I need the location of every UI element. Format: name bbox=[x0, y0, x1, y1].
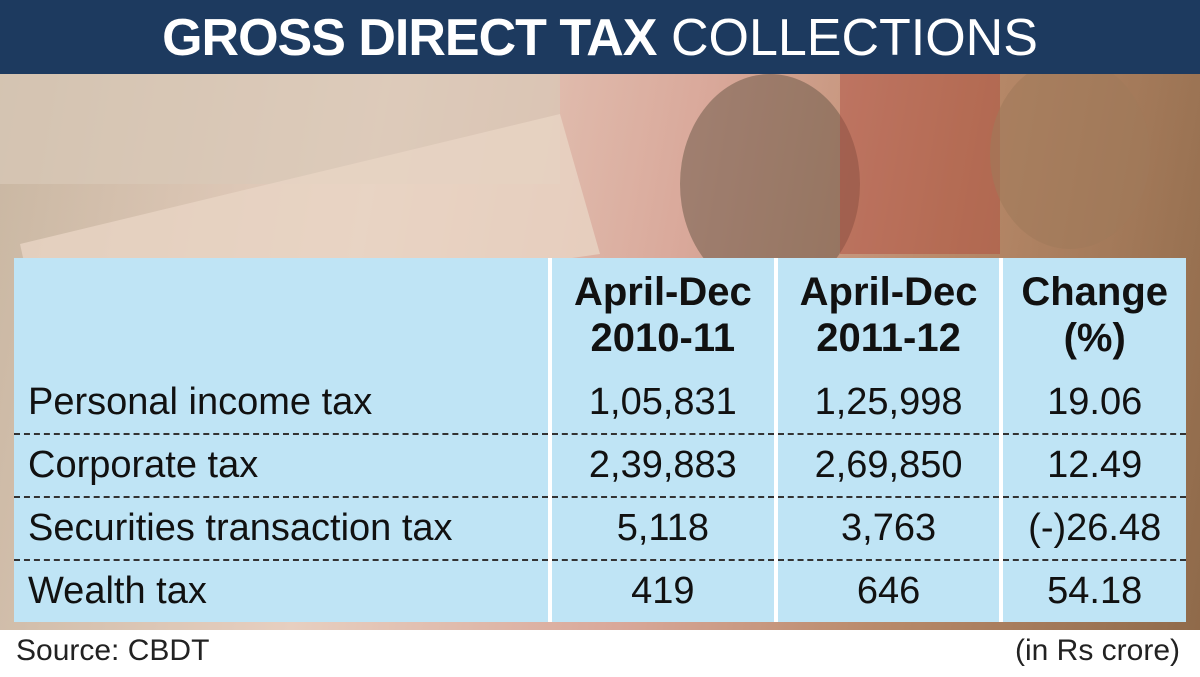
title-bar: GROSS DIRECT TAX COLLECTIONS bbox=[0, 0, 1200, 74]
value-cell: 5,118 bbox=[548, 496, 776, 560]
value-cell: 419 bbox=[548, 559, 776, 622]
title-light: COLLECTIONS bbox=[670, 9, 1038, 67]
value-cell: 3,763 bbox=[773, 496, 1002, 560]
value-cell: 19.06 bbox=[999, 372, 1186, 434]
header-line: Change bbox=[1021, 270, 1169, 314]
tax-table: April-Dec 2010-11 April-Dec 2011-12 Change (%… bbox=[14, 258, 1186, 622]
column-header: Change (%) bbox=[999, 258, 1186, 372]
value-cell: 646 bbox=[773, 559, 1002, 622]
header-line: April-Dec bbox=[573, 270, 752, 314]
header-line: 2010-11 bbox=[590, 316, 736, 360]
table-row: Wealth tax 419 646 54.18 bbox=[14, 559, 1186, 622]
row-label: Wealth tax bbox=[14, 559, 550, 622]
value-cell: 12.49 bbox=[999, 433, 1186, 497]
background-art bbox=[0, 59, 1150, 334]
row-label: Securities transaction tax bbox=[14, 496, 550, 560]
table-row: Securities transaction tax 5,118 3,763 (-)2… bbox=[14, 496, 1186, 560]
value-cell: 1,25,998 bbox=[773, 372, 1002, 434]
source: Source: CBDT bbox=[16, 634, 210, 667]
table-row: Corporate tax 2,39,883 2,69,850 12.49 bbox=[14, 433, 1186, 497]
corner-cell bbox=[14, 258, 550, 372]
value-cell: 2,39,883 bbox=[548, 433, 776, 497]
value-cell: 1,05,831 bbox=[548, 372, 776, 434]
header-line: 2011-12 bbox=[816, 316, 961, 360]
row-label: Corporate tax bbox=[14, 433, 550, 497]
column-header: April-Dec 2010-11 bbox=[548, 258, 776, 372]
column-header: April-Dec 2011-12 bbox=[773, 258, 1002, 372]
table-row: Personal income tax 1,05,831 1,25,998 19.06 bbox=[14, 372, 1186, 434]
header-line: (%) bbox=[1063, 316, 1126, 360]
value-cell: 54.18 bbox=[999, 559, 1186, 622]
row-label: Personal income tax bbox=[14, 372, 550, 434]
footer: Source: CBDT (in Rs crore) bbox=[0, 630, 1200, 677]
value-cell: (-)26.48 bbox=[999, 496, 1186, 560]
title-bold: GROSS DIRECT TAX bbox=[162, 9, 657, 67]
header-line: April-Dec bbox=[799, 270, 978, 314]
value-cell: 2,69,850 bbox=[773, 433, 1002, 497]
unit-note: (in Rs crore) bbox=[1014, 634, 1180, 667]
